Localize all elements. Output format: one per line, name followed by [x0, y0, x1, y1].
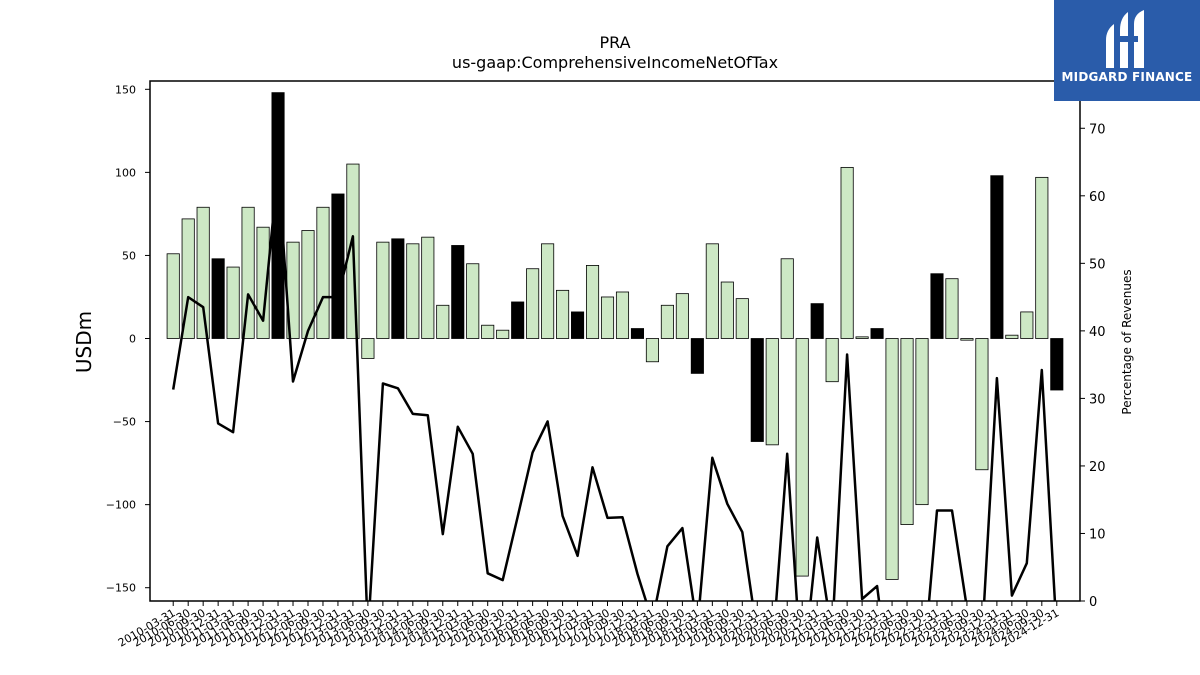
bar-2024-12-31: [1050, 338, 1064, 391]
plot-frame: [149, 80, 1081, 602]
bar-2018-12-31: [690, 338, 704, 374]
percentage-line: [171, 167, 1057, 601]
bar-2015-06-30: [481, 324, 495, 339]
bar-2017-12-31: [630, 328, 645, 339]
bar-2020-09-30: [795, 338, 809, 577]
bar-2019-09-30: [735, 298, 749, 339]
bar-2010-03-31: [166, 253, 180, 339]
bar-2013-06-30: [361, 338, 375, 359]
bar-2021-12-31: [870, 328, 884, 339]
bar-2011-09-30: [256, 226, 270, 339]
bar-2018-09-30: [675, 293, 689, 339]
bar-2012-09-30: [316, 206, 330, 339]
chart-title: PRA: [599, 33, 630, 52]
bar-2013-09-30: [376, 241, 390, 339]
bar-2023-12-31: [990, 175, 1004, 339]
y-tick-label: −150: [106, 582, 136, 595]
bar-2012-12-31: [331, 193, 345, 339]
bar-2023-09-30: [975, 338, 989, 471]
bar-2020-06-30: [780, 258, 794, 339]
y-tick-label: −100: [106, 499, 136, 512]
y2-tick-label: 70: [1089, 122, 1106, 137]
bar-2024-03-31: [1005, 334, 1019, 339]
bar-2024-09-30: [1035, 176, 1049, 339]
bar-2017-09-30: [615, 291, 630, 339]
bar-2014-03-31: [406, 243, 420, 339]
bar-2014-09-30: [436, 304, 450, 339]
bar-2022-09-30: [915, 338, 929, 506]
y2-tick-label: 30: [1089, 392, 1106, 407]
bar-2017-06-30: [600, 296, 615, 339]
logo: MIDGARD FINANCE: [1054, 0, 1200, 101]
bar-2013-12-31: [391, 238, 405, 339]
bar-2011-06-30: [241, 206, 255, 339]
y-tick-label: 100: [115, 166, 136, 179]
bar-2015-09-30: [496, 329, 510, 339]
bar-2011-12-31: [271, 92, 285, 339]
bar-2022-03-31: [885, 338, 899, 580]
y-tick-label: −50: [113, 416, 136, 429]
bar-2011-03-31: [226, 266, 240, 339]
bar-2022-06-30: [900, 338, 914, 525]
bar-2022-12-31: [930, 273, 944, 339]
bar-2018-03-31: [645, 338, 659, 363]
y2-tick-label: 20: [1089, 460, 1106, 475]
bar-2014-06-30: [421, 236, 435, 339]
y2-tick-label: 50: [1089, 257, 1106, 272]
y2-axis-label: Percentage of Revenues: [1120, 269, 1134, 414]
logo-mark-icon: [1106, 10, 1144, 68]
y2-tick-label: 60: [1089, 190, 1106, 205]
bar-2010-09-30: [196, 206, 210, 339]
bar-2021-09-30: [855, 336, 869, 339]
bar-2018-06-30: [660, 304, 674, 339]
y2-tick-label: 10: [1089, 527, 1106, 542]
bar-2024-06-30: [1020, 311, 1034, 339]
bar-2016-03-31: [526, 268, 540, 339]
bar-2021-03-31: [825, 338, 839, 383]
y-tick-label: 50: [122, 249, 136, 262]
logo-text: MIDGARD FINANCE: [1061, 70, 1193, 84]
axes-group: −150−100−500501001500102030405060702010-…: [106, 80, 1106, 650]
y-tick-label: 0: [129, 333, 136, 346]
bar-2019-03-31: [705, 243, 719, 339]
bar-2015-12-31: [511, 301, 525, 339]
bar-2019-06-30: [720, 281, 734, 339]
bar-2016-09-30: [556, 289, 570, 339]
y2-tick-label: 40: [1089, 325, 1106, 340]
bar-2021-06-30: [840, 166, 854, 339]
bar-2020-12-31: [810, 303, 824, 339]
y-axis-label: USDm: [72, 311, 96, 373]
bar-2012-06-30: [301, 230, 315, 339]
bars-group: [166, 92, 1064, 580]
bar-2023-03-31: [945, 278, 959, 339]
bar-2014-12-31: [451, 245, 465, 339]
bar-2023-06-30: [960, 338, 974, 341]
line-group: [171, 167, 1057, 601]
bar-2015-03-31: [466, 263, 480, 339]
bar-2010-12-31: [211, 258, 225, 339]
bar-2017-03-31: [585, 265, 600, 339]
bar-2019-12-31: [750, 338, 764, 442]
bar-2016-06-30: [541, 243, 555, 339]
chart-subtitle: us-gaap:ComprehensiveIncomeNetOfTax: [452, 53, 778, 72]
bar-2016-12-31: [571, 311, 585, 339]
y2-tick-label: 0: [1089, 595, 1097, 610]
y-tick-label: 150: [115, 83, 136, 96]
bar-2020-03-31: [765, 338, 779, 446]
